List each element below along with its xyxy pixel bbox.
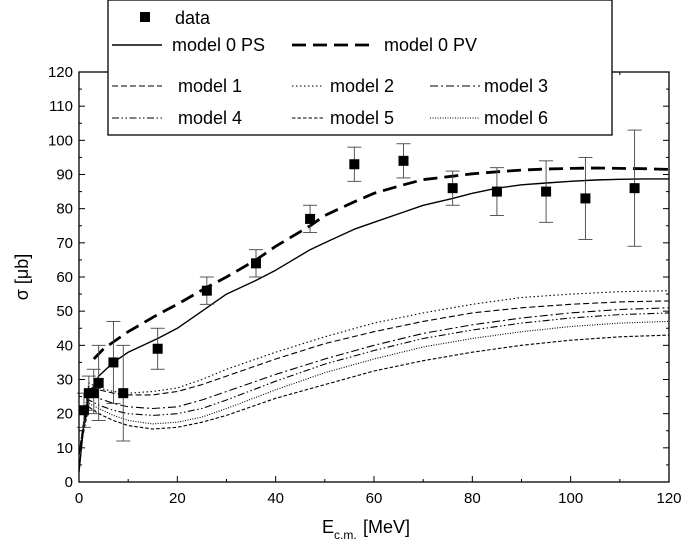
legend-label-5: model 4 — [178, 108, 242, 128]
data-point — [118, 388, 129, 399]
legend-box — [107, 0, 613, 136]
legend-marker-data — [140, 12, 150, 22]
y-tick-label: 40 — [56, 337, 73, 354]
legend-label-data: data — [175, 8, 211, 28]
data-point — [349, 159, 360, 170]
data-point — [305, 213, 316, 224]
y-tick-label: 100 — [48, 132, 73, 149]
series-line-0 — [78, 178, 669, 472]
x-axis-title-main: E — [322, 517, 334, 537]
x-axis-title: E c.m. [MeV] — [322, 517, 410, 542]
y-axis-title: σ [μb] — [12, 254, 32, 301]
x-tick-label: 0 — [75, 490, 83, 507]
data-point — [629, 183, 640, 194]
legend-label-2: model 1 — [178, 76, 242, 96]
data-point — [398, 155, 409, 166]
legend-label-4: model 3 — [484, 76, 548, 96]
y-tick-label: 80 — [56, 201, 73, 218]
y-tick-label: 60 — [56, 269, 73, 286]
legend-label-3: model 2 — [330, 76, 394, 96]
y-tick-label: 70 — [56, 235, 73, 252]
error-bars — [76, 129, 642, 442]
legend: data model 0 PS model 0 PV model 1 model 2 mo… — [107, 0, 613, 136]
x-axis-title-unit: [MeV] — [363, 517, 410, 537]
y-tick-label: 90 — [56, 167, 73, 184]
data-point — [580, 193, 591, 204]
series-line-6 — [78, 334, 670, 455]
y-tick-label: 120 — [48, 64, 73, 81]
x-tick-label: 40 — [267, 490, 284, 507]
data-point — [491, 186, 502, 197]
y-tick-label: 20 — [56, 406, 73, 423]
y-tick-label: 0 — [65, 474, 73, 491]
legend-label-1: model 0 PV — [384, 35, 477, 55]
series-line-1 — [92, 166, 670, 360]
y-tick-label: 30 — [56, 372, 73, 389]
data-point — [88, 388, 99, 399]
series-line-7 — [78, 320, 670, 455]
data-point — [78, 405, 89, 416]
data-point — [541, 186, 552, 197]
data-point — [251, 258, 261, 269]
series-line-2 — [78, 300, 670, 455]
legend-label-7: model 6 — [484, 108, 548, 128]
x-tick-label: 80 — [464, 490, 481, 507]
data-points — [78, 155, 640, 416]
x-tick-label: 20 — [169, 490, 186, 507]
legend-label-0: model 0 PS — [172, 35, 265, 55]
series-line-3 — [78, 290, 670, 455]
series-line-5 — [78, 312, 670, 455]
x-axis-title-subscript: c.m. — [334, 528, 357, 542]
y-tick-label: 110 — [49, 98, 73, 115]
y-tick-label: 10 — [56, 440, 73, 457]
data-point — [93, 377, 104, 388]
series-line-4 — [78, 307, 670, 455]
x-tick-label: 60 — [366, 490, 383, 507]
legend-label-6: model 5 — [330, 108, 394, 128]
data-point — [447, 183, 458, 194]
data-point — [152, 343, 163, 354]
data-point — [201, 285, 212, 296]
x-tick-label: 120 — [656, 490, 681, 507]
model-curves — [78, 166, 670, 472]
y-tick-label: 50 — [56, 303, 73, 320]
x-tick-label: 100 — [558, 490, 583, 507]
data-point — [108, 357, 119, 368]
